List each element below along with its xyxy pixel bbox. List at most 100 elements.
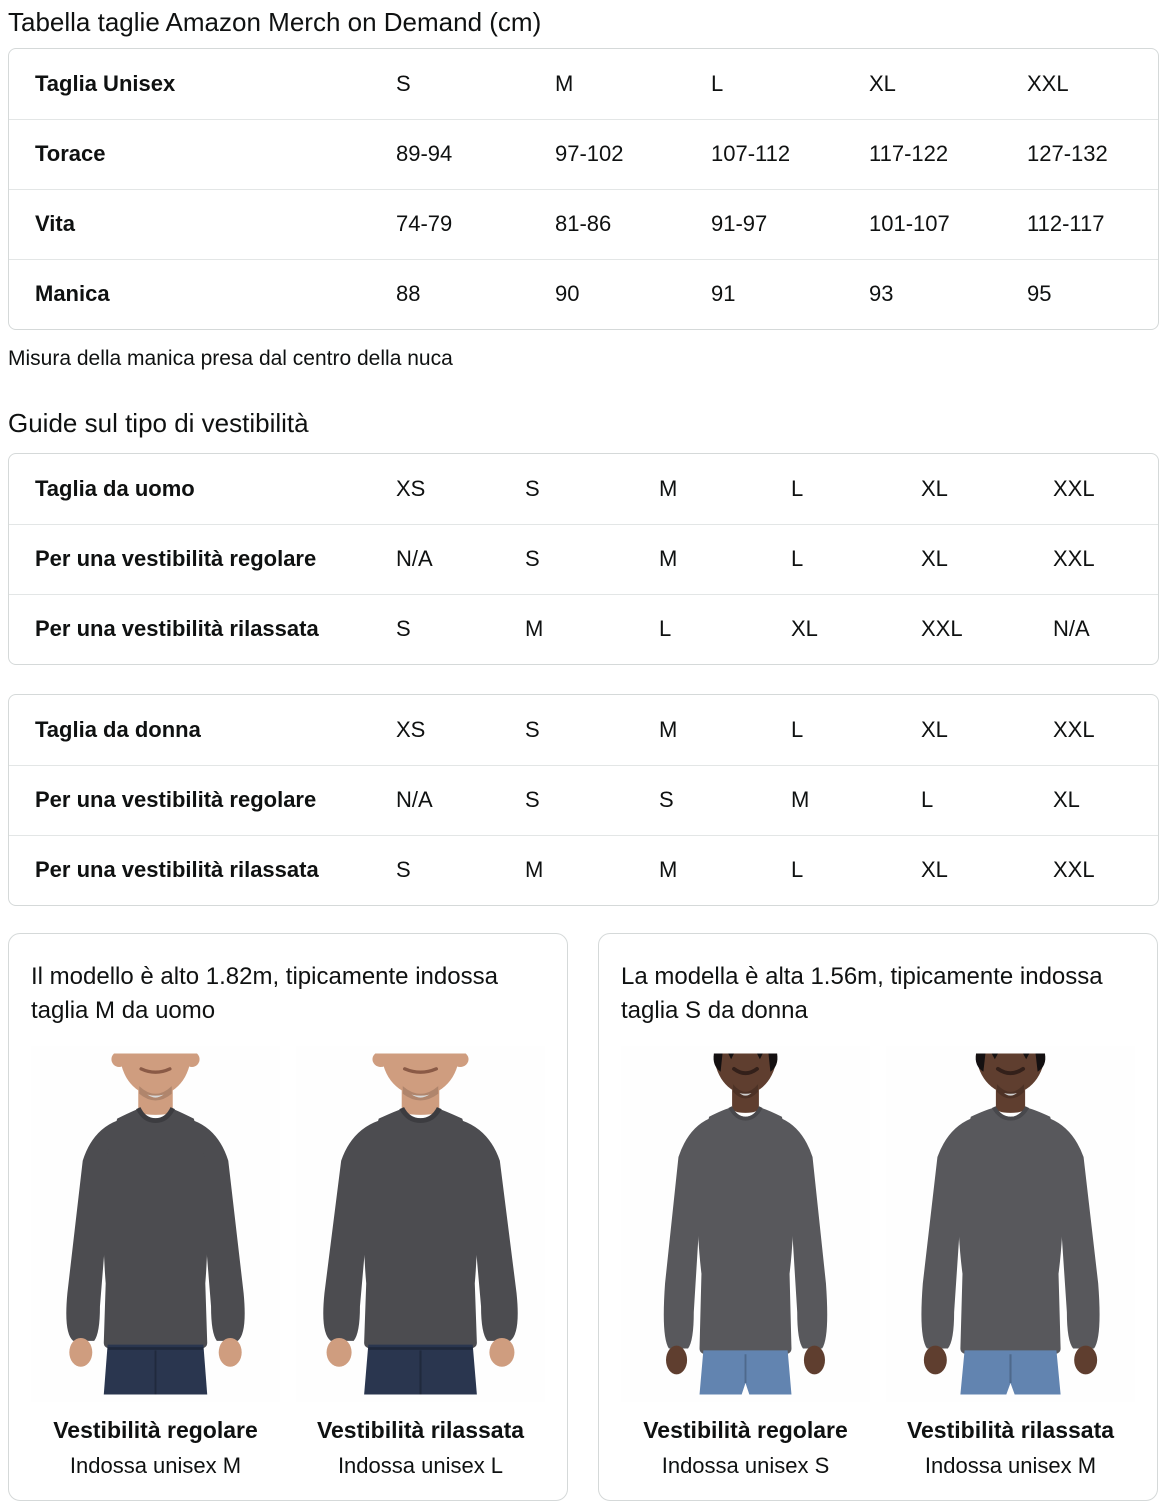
size-col-header: M	[555, 70, 574, 96]
cell-value: 101-107	[869, 211, 950, 237]
table-header-label: Taglia Unisex	[35, 70, 176, 96]
size-col-header: XXL	[1053, 716, 1095, 742]
fit-label: Vestibilità rilassata	[906, 1416, 1115, 1443]
size-worn-label: Indossa unisex M	[69, 1452, 242, 1478]
row-label: Per una vestibilità rilassata	[35, 616, 319, 642]
size-col-header: M	[659, 716, 678, 742]
cell-value: 97-102	[555, 141, 624, 167]
size-worn-label: Indossa unisex L	[337, 1452, 504, 1478]
cell-value: M	[525, 857, 544, 883]
fit-label: Vestibilità regolare	[53, 1416, 258, 1443]
cell-value: 95	[1027, 281, 1052, 307]
cell-value: 74-79	[396, 211, 453, 237]
men-fit-table: Taglia da uomo XS S M L XL XXL Per una v…	[8, 452, 1159, 665]
cell-value: L	[659, 616, 672, 642]
cell-value: XL	[921, 857, 948, 883]
cell-value: L	[791, 546, 804, 572]
size-col-header: XL	[921, 716, 948, 742]
page-title: Tabella taglie Amazon Merch on Demand (c…	[8, 7, 542, 37]
size-col-header: XL	[921, 475, 948, 501]
table-header-row: Taglia da uomo XS S M L XL XXL	[9, 454, 1158, 524]
photo-captions: Vestibilità regolare Indossa unisex M Ve…	[31, 1416, 545, 1480]
cell-value: 93	[869, 281, 894, 307]
row-label: Per una vestibilità regolare	[35, 546, 317, 572]
cell-value: XXL	[1053, 857, 1095, 883]
cell-value: 107-112	[711, 141, 791, 167]
cell-value: 91	[711, 281, 736, 307]
table-row-manica: Manica 88 90 91 93 95	[9, 258, 1158, 329]
model-card-man: Il modello è alto 1.82m, tipicamente ind…	[8, 932, 568, 1501]
table-header-row: Taglia da donna XS S M L XL XXL	[9, 695, 1158, 765]
size-worn-label: Indossa unisex S	[661, 1452, 830, 1478]
size-col-header: XL	[869, 70, 896, 96]
row-label: Per una vestibilità regolare	[35, 787, 317, 813]
model-photos	[31, 1045, 545, 1402]
cell-value: M	[791, 787, 810, 813]
cell-value: 81-86	[555, 211, 612, 237]
table-header-label: Taglia da uomo	[35, 475, 195, 501]
cell-value: S	[525, 787, 540, 813]
row-label: Vita	[35, 211, 75, 237]
model-card-woman: La modella è alta 1.56m, tipicamente ind…	[598, 932, 1158, 1501]
size-col-header: S	[396, 70, 411, 96]
cell-value: S	[396, 857, 411, 883]
cell-value: 91-97	[711, 211, 768, 237]
cell-value: N/A	[1053, 616, 1090, 642]
table-row-regular-fit: Per una vestibilità regolare N/A S S M L…	[9, 764, 1158, 835]
model-photo-woman-relaxed-fit	[886, 1045, 1135, 1402]
cell-value: S	[396, 616, 411, 642]
caption-relaxed-fit: Vestibilità rilassata Indossa unisex L	[296, 1416, 545, 1480]
model-photo-woman-regular-fit	[621, 1045, 870, 1402]
unisex-size-table: Taglia Unisex S M L XL XXL Torace 89-94 …	[8, 47, 1159, 330]
row-label: Torace	[35, 141, 106, 167]
model-photo-man-regular-fit	[31, 1045, 280, 1402]
cell-value: M	[525, 616, 544, 642]
size-col-header: M	[659, 475, 678, 501]
row-label: Manica	[35, 281, 110, 307]
row-label: Per una vestibilità rilassata	[35, 857, 319, 883]
cell-value: 117-122	[869, 141, 949, 167]
table-row-relaxed-fit: Per una vestibilità rilassata S M L XL X…	[9, 593, 1158, 664]
size-col-header: L	[711, 70, 724, 96]
model-photos	[621, 1045, 1135, 1402]
fit-label: Vestibilità rilassata	[316, 1416, 525, 1443]
fit-guide-heading: Guide sul tipo di vestibilità	[8, 407, 309, 438]
cell-value: S	[659, 787, 674, 813]
cell-value: 90	[555, 281, 580, 307]
cell-value: XL	[921, 546, 948, 572]
cell-value: XL	[1053, 787, 1080, 813]
cell-value: 127-132	[1027, 141, 1108, 167]
caption-regular-fit: Vestibilità regolare Indossa unisex S	[621, 1416, 870, 1480]
table-row-regular-fit: Per una vestibilità regolare N/A S M L X…	[9, 523, 1158, 594]
sleeve-measure-note: Misura della manica presa dal centro del…	[8, 346, 453, 370]
model-description: La modella è alta 1.56m, tipicamente ind…	[621, 962, 1103, 1024]
table-row-vita: Vita 74-79 81-86 91-97 101-107 112-117	[9, 188, 1158, 259]
cell-value: 88	[396, 281, 421, 307]
caption-relaxed-fit: Vestibilità rilassata Indossa unisex M	[886, 1416, 1135, 1480]
cell-value: 112-117	[1027, 211, 1105, 237]
cell-value: XL	[791, 616, 818, 642]
size-col-header: XS	[396, 475, 426, 501]
size-col-header: L	[791, 716, 804, 742]
model-cards: Il modello è alto 1.82m, tipicamente ind…	[8, 932, 1159, 1501]
cell-value: XXL	[921, 616, 963, 642]
size-col-header: XS	[396, 716, 426, 742]
cell-value: L	[791, 857, 804, 883]
table-header-row: Taglia Unisex S M L XL XXL	[9, 49, 1158, 119]
model-photo-man-relaxed-fit	[296, 1045, 545, 1402]
table-header-label: Taglia da donna	[35, 716, 201, 742]
fit-label: Vestibilità regolare	[643, 1416, 848, 1443]
cell-value: N/A	[396, 787, 433, 813]
size-col-header: L	[791, 475, 804, 501]
cell-value: S	[525, 546, 540, 572]
caption-regular-fit: Vestibilità regolare Indossa unisex M	[31, 1416, 280, 1480]
table-row-relaxed-fit: Per una vestibilità rilassata S M M L XL…	[9, 834, 1158, 905]
size-col-header: S	[525, 716, 540, 742]
size-col-header: XXL	[1027, 70, 1069, 96]
size-col-header: XXL	[1053, 475, 1095, 501]
women-fit-table: Taglia da donna XS S M L XL XXL Per una …	[8, 693, 1159, 906]
cell-value: 89-94	[396, 141, 453, 167]
cell-value: M	[659, 546, 678, 572]
model-description: Il modello è alto 1.82m, tipicamente ind…	[31, 962, 498, 1024]
